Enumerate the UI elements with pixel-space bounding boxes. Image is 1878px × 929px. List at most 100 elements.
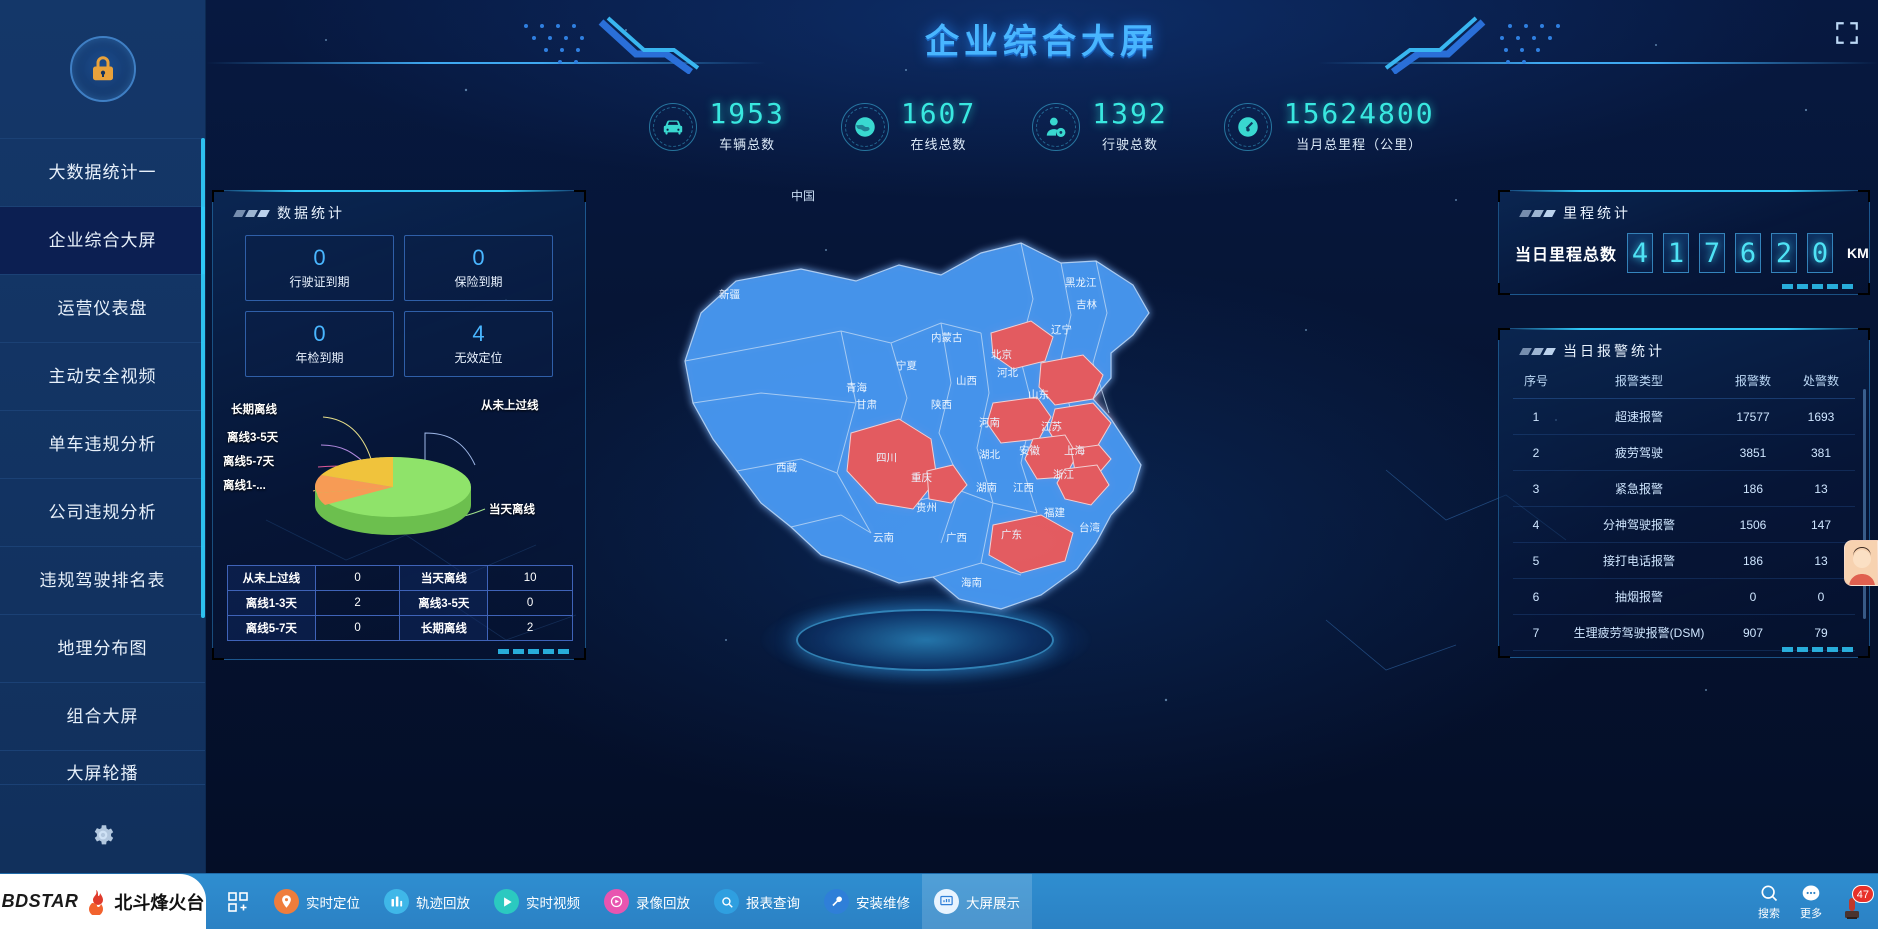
corner-decoration [1858, 190, 1870, 202]
sidebar-item-label: 企业综合大屏 [48, 231, 157, 250]
column-header-index: 序号 [1513, 365, 1559, 399]
cell-value: 2 [487, 615, 573, 641]
sidebar-item-label: 地理分布图 [57, 639, 148, 658]
taskbar-item-label: 安装维修 [856, 895, 910, 911]
taskbar-item-label: 大屏展示 [966, 895, 1020, 911]
stat-value: 0 [472, 244, 485, 270]
sidebar-menu: 大数据统计一 企业综合大屏 运营仪表盘 主动安全视频 单车违规分析 公司违规分析… [0, 138, 205, 785]
province-hl-sichuan [846, 418, 938, 510]
mileage-unit: KM [1847, 245, 1869, 261]
sidebar-item-7[interactable]: 地理分布图 [0, 615, 205, 683]
title-triangles-icon [1519, 347, 1556, 355]
search-button[interactable]: 搜索 [1758, 883, 1780, 921]
gear-icon [94, 825, 114, 845]
cell-value: 0 [314, 565, 401, 591]
sidebar-scrollbar[interactable] [201, 138, 205, 618]
sidebar-item-label: 单车违规分析 [48, 435, 157, 454]
notification-icon [1845, 897, 1859, 919]
search-label: 搜索 [1758, 907, 1780, 920]
daily-alarm-statistics-panel: 当日报警统计 序号 报警类型 报警数 处警数 1 [1498, 328, 1870, 658]
sidebar-item-2[interactable]: 运营仪表盘 [0, 275, 205, 343]
kpi-driving-total: 1392 行驶总数 [1032, 100, 1167, 153]
table-row[interactable]: 4 分神驾驶报警 1506 147 [1513, 506, 1855, 543]
flame-icon [89, 889, 104, 915]
table-row[interactable]: 2 疲劳驾驶 3851 381 [1513, 434, 1855, 471]
column-header-type: 报警类型 [1559, 365, 1719, 399]
kpi-icon-ring [1223, 102, 1272, 151]
sidebar-item-4[interactable]: 单车违规分析 [0, 411, 205, 479]
cell-index: 6 [1513, 578, 1559, 615]
monitor-chart-icon [934, 889, 959, 914]
stat-label: 年检到期 [295, 350, 344, 365]
sidebar-item-label: 大屏轮播 [66, 764, 139, 783]
taskbar-item-install-repair[interactable]: 安装维修 [812, 874, 922, 929]
taskbar-item-report-query[interactable]: 报表查询 [702, 874, 812, 929]
notification-button[interactable]: 47 [1842, 884, 1874, 921]
taskbar-item-realtime-video[interactable]: 实时视频 [482, 874, 592, 929]
table-row[interactable]: 7 生理疲劳驾驶报警(DSM) 907 79 [1513, 614, 1855, 651]
odometer-digit: 2 [1771, 233, 1798, 273]
kpi-vehicle-total: 1953 车辆总数 [649, 100, 784, 153]
lock-icon [92, 56, 113, 81]
stat-value: 0 [313, 320, 326, 346]
china-map[interactable]: 中国 [601, 175, 1301, 695]
cell-type: 疲劳驾驶 [1559, 434, 1719, 471]
sidebar-item-8[interactable]: 组合大屏 [0, 683, 205, 751]
sidebar: 大数据统计一 企业综合大屏 运营仪表盘 主动安全视频 单车违规分析 公司违规分析… [0, 0, 206, 873]
cell-type: 生理疲劳驾驶报警(DSM) [1559, 614, 1719, 651]
apps-grid-button[interactable] [214, 874, 262, 929]
sidebar-item-9[interactable]: 大屏轮播 [0, 751, 205, 785]
stat-label: 无效定位 [454, 350, 503, 365]
sidebar-item-3[interactable]: 主动安全视频 [0, 343, 205, 411]
cell-type: 超速报警 [1559, 398, 1719, 435]
kpi-text: 1392 行驶总数 [1092, 100, 1167, 153]
sidebar-logo [0, 0, 205, 138]
taskbar-item-video-playback[interactable]: 录像回放 [592, 874, 702, 929]
table-row[interactable]: 6 抽烟报警 0 0 [1513, 578, 1855, 615]
mileage-odometer: 当日里程总数 4 1 7 6 2 0 KM [1499, 223, 1869, 273]
alarm-table-scrollbar[interactable] [1863, 389, 1866, 619]
sidebar-item-0[interactable]: 大数据统计一 [0, 139, 205, 207]
taskbar-item-track-playback[interactable]: 轨迹回放 [372, 874, 482, 929]
stat-card-invalid-position[interactable]: 4 无效定位 [404, 311, 553, 377]
corner-decoration [574, 190, 586, 202]
cell-handled: 147 [1787, 506, 1855, 543]
sidebar-item-label: 大数据统计一 [48, 163, 157, 182]
stat-value: 0 [313, 244, 326, 270]
cell-count: 17577 [1719, 398, 1787, 435]
province-hl-shandong [1038, 354, 1104, 406]
offline-status-pie-chart[interactable]: 长期离线 离线3-5天 离线5-7天 离线1-... 从未上过线 当天离线 [213, 387, 585, 547]
sidebar-item-1[interactable]: 企业综合大屏 [0, 207, 205, 275]
taskbar-item-realtime-location[interactable]: 实时定位 [262, 874, 372, 929]
dot-grid-decoration-left [524, 16, 700, 74]
support-avatar[interactable] [1844, 540, 1878, 586]
stat-card-annual-inspection[interactable]: 0 年检到期 [245, 311, 394, 377]
province-hl-chongqing [926, 464, 968, 504]
table-row[interactable]: 1 超速报警 17577 1693 [1513, 398, 1855, 435]
table-row[interactable]: 3 紧急报警 186 13 [1513, 470, 1855, 507]
panel-title-text: 数据统计 [277, 205, 345, 221]
more-button[interactable]: 更多 [1800, 883, 1822, 921]
corner-decoration [212, 190, 224, 202]
stat-value: 4 [472, 320, 485, 346]
notification-badge: 47 [1851, 884, 1874, 903]
china-map-svg[interactable] [641, 203, 1201, 643]
stat-label: 保险到期 [454, 274, 503, 289]
table-row[interactable]: 5 接打电话报警 186 13 [1513, 542, 1855, 579]
brand-logo[interactable]: BDSTAR 北斗烽火台 [0, 873, 206, 929]
cell-value: 0 [314, 615, 401, 641]
stat-card-insurance-expiry[interactable]: 0 保险到期 [404, 235, 553, 301]
fullscreen-icon[interactable] [1834, 20, 1860, 46]
table-row: 从未上过线 0 当天离线 10 [227, 565, 573, 591]
search-icon [1761, 885, 1778, 901]
sidebar-item-5[interactable]: 公司违规分析 [0, 479, 205, 547]
cell-type: 分神驾驶报警 [1559, 506, 1719, 543]
sidebar-item-6[interactable]: 违规驾驶排名表 [0, 547, 205, 615]
pie-label-offline-5-7: 离线5-7天 [223, 456, 275, 468]
play-icon [494, 889, 519, 914]
cell-type: 紧急报警 [1559, 470, 1719, 507]
stat-card-license-expiry[interactable]: 0 行驶证到期 [245, 235, 394, 301]
sidebar-settings-button[interactable] [0, 822, 206, 853]
taskbar-item-big-screen-display[interactable]: 大屏展示 [922, 873, 1032, 929]
cell-key: 离线3-5天 [399, 590, 489, 616]
